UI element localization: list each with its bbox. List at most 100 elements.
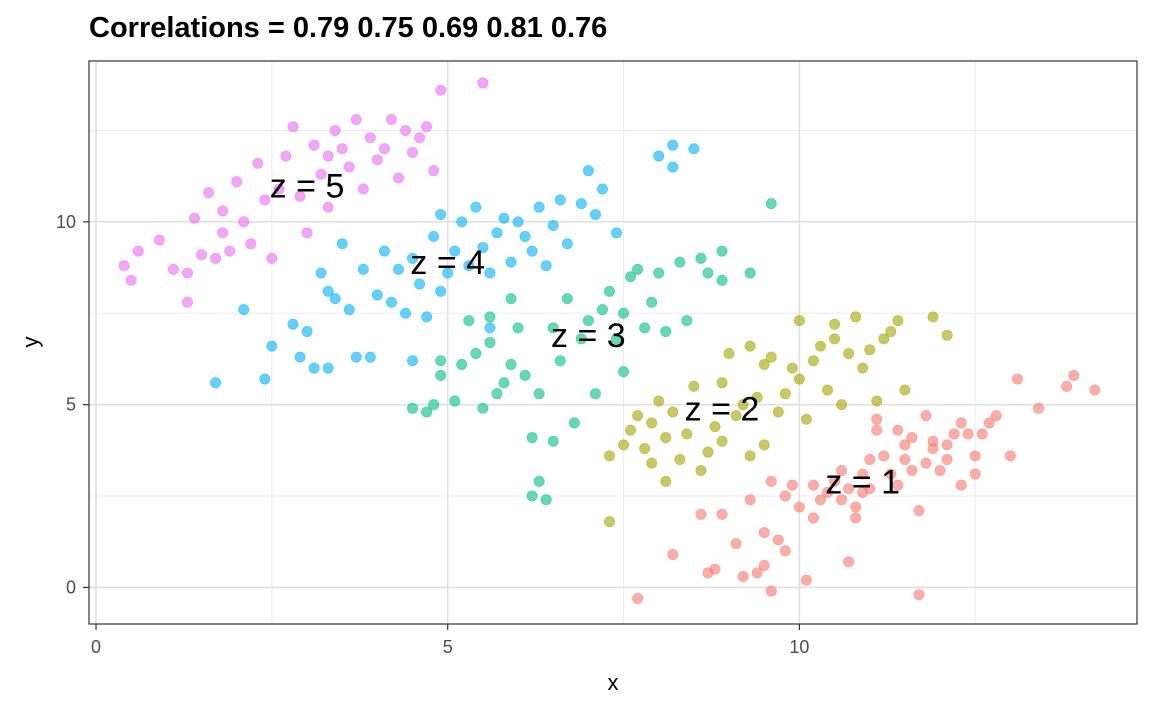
data-point	[674, 453, 686, 465]
data-point	[308, 362, 320, 374]
data-point	[744, 450, 756, 462]
data-point	[723, 347, 735, 359]
data-point	[167, 263, 179, 275]
data-point	[822, 486, 834, 498]
data-point	[913, 505, 925, 517]
group-label-z-3: z = 3	[551, 317, 626, 355]
data-point	[688, 143, 700, 155]
data-point	[709, 421, 721, 433]
data-point	[505, 256, 517, 268]
data-point	[526, 245, 538, 257]
data-point	[807, 479, 819, 491]
data-point	[758, 560, 770, 572]
data-point	[407, 402, 419, 414]
data-point	[603, 285, 615, 297]
data-point	[217, 205, 229, 217]
data-point	[878, 450, 890, 462]
data-point	[371, 289, 383, 301]
data-point	[681, 428, 693, 440]
data-point	[231, 176, 243, 188]
data-point	[1004, 450, 1016, 462]
data-point	[786, 362, 798, 374]
data-point	[758, 527, 770, 539]
data-point	[407, 252, 419, 264]
data-point	[906, 464, 918, 476]
data-point	[632, 410, 644, 422]
data-point	[983, 417, 995, 429]
data-point	[561, 293, 573, 305]
data-point	[850, 501, 862, 513]
data-point	[941, 439, 953, 451]
data-point	[596, 304, 608, 316]
data-point	[751, 567, 763, 579]
data-point	[301, 227, 313, 239]
group-labels: z = 1 z = 2 z = 3 z = 4 z = 5	[270, 167, 900, 501]
data-point	[582, 315, 594, 327]
data-point	[639, 443, 651, 455]
data-point	[892, 424, 904, 436]
data-point	[653, 395, 665, 407]
data-point	[730, 410, 742, 422]
data-point	[962, 428, 974, 440]
data-point	[653, 150, 665, 162]
data-point	[217, 227, 229, 239]
data-point	[343, 161, 355, 173]
data-point	[765, 475, 777, 487]
data-point	[836, 464, 848, 476]
group-label-z-1: z = 1	[825, 463, 900, 501]
minor-gridlines	[89, 61, 1137, 624]
data-point	[477, 402, 489, 414]
data-point	[449, 395, 461, 407]
data-point	[477, 241, 489, 253]
data-point	[688, 380, 700, 392]
data-point	[660, 475, 672, 487]
data-point	[1068, 369, 1080, 381]
data-point	[814, 494, 826, 506]
data-point	[772, 406, 784, 418]
data-point	[871, 395, 883, 407]
data-point	[350, 351, 362, 363]
data-point	[118, 260, 130, 272]
data-point	[498, 212, 510, 224]
data-point	[266, 252, 278, 264]
data-point	[843, 347, 855, 359]
data-point	[308, 139, 320, 151]
data-point	[800, 574, 812, 586]
data-point	[385, 113, 397, 125]
data-point	[315, 168, 327, 180]
data-point	[758, 439, 770, 451]
data-point	[843, 483, 855, 495]
data-point	[906, 432, 918, 444]
data-point	[196, 249, 208, 261]
data-point	[730, 538, 742, 550]
data-point	[470, 201, 482, 213]
x-axis-ticks: 0 5 10	[91, 624, 809, 657]
data-point	[561, 238, 573, 250]
data-point	[414, 278, 426, 290]
data-point	[737, 570, 749, 582]
data-point	[969, 468, 981, 480]
data-point	[786, 479, 798, 491]
data-point	[941, 453, 953, 465]
data-point	[814, 340, 826, 352]
chart-title: Correlations = 0.79 0.75 0.69 0.81 0.76	[89, 12, 607, 44]
data-point	[364, 351, 376, 363]
data-point	[716, 274, 728, 286]
data-points	[118, 77, 1101, 604]
data-point	[920, 410, 932, 422]
data-point	[470, 347, 482, 359]
data-point	[596, 183, 608, 195]
data-point	[744, 340, 756, 352]
data-point	[793, 501, 805, 513]
data-point	[526, 490, 538, 502]
data-point	[751, 391, 763, 403]
data-point	[948, 428, 960, 440]
data-point	[779, 490, 791, 502]
data-point	[695, 252, 707, 264]
data-point	[540, 260, 552, 272]
data-point	[1061, 380, 1073, 392]
y-tick-label: 5	[66, 395, 76, 415]
data-point	[336, 143, 348, 155]
data-point	[857, 362, 869, 374]
data-point	[322, 150, 334, 162]
